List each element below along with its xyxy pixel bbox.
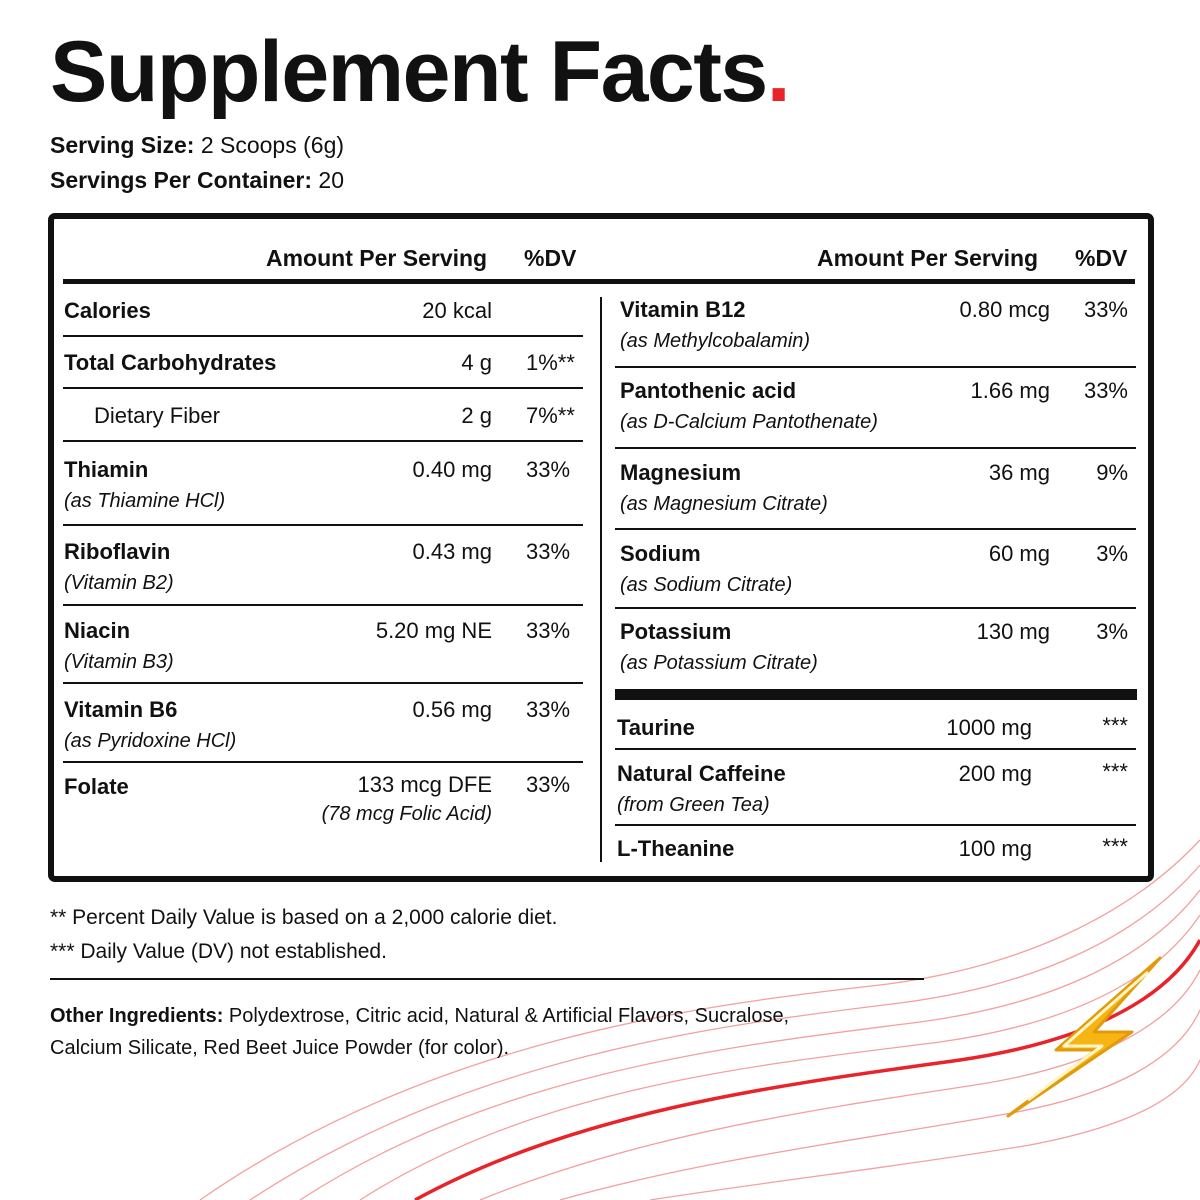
nutrient-dv: *** xyxy=(1102,834,1128,859)
nutrient-dv: 33% xyxy=(526,697,571,722)
nutrient-amount: 0.80 mcg xyxy=(959,297,1051,322)
row-divider xyxy=(615,447,1136,449)
nutrient-name: Thiamin xyxy=(64,457,149,482)
nutrient-name: Riboflavin xyxy=(64,539,171,564)
nutrient-source: (as Methylcobalamin) xyxy=(620,330,811,352)
row-divider xyxy=(615,366,1136,368)
nutrient-amount: 0.43 mg xyxy=(412,539,493,564)
row-divider xyxy=(63,440,583,442)
servings-per-container-label: Servings Per Container: xyxy=(50,167,313,193)
serving-size-label: Serving Size: xyxy=(50,132,195,158)
page-title: Supplement Facts. xyxy=(50,24,791,120)
nutrient-source: (as Pyridoxine HCl) xyxy=(64,730,237,752)
row-divider xyxy=(63,682,583,684)
nutrient-dv: 33% xyxy=(526,539,571,564)
nutrient-amount: 130 mg xyxy=(976,619,1050,644)
nutrient-name: Pantothenic acid xyxy=(620,378,797,403)
nutrient-amount: 60 mg xyxy=(988,541,1050,566)
nutrient-dv: 9% xyxy=(1096,460,1128,485)
nutrient-dv: 33% xyxy=(526,618,571,643)
right-dv-header: %DV xyxy=(1075,245,1128,271)
nutrient-source: (from Green Tea) xyxy=(617,794,770,816)
nutrient-amount: 1.66 mg xyxy=(970,378,1051,403)
header-divider xyxy=(63,279,1135,284)
nutrient-amount: 0.56 mg xyxy=(412,697,493,722)
nutrient-dv: 33% xyxy=(526,457,571,482)
nutrient-source: (as Thiamine HCl) xyxy=(64,490,226,512)
row-divider xyxy=(63,335,583,337)
nutrient-dv: *** xyxy=(1102,713,1128,738)
nutrient-amount-detail: (78 mcg Folic Acid) xyxy=(321,803,492,825)
servings-per-container-value: 20 xyxy=(318,167,345,193)
nutrient-dv: 33% xyxy=(1083,378,1128,403)
nutrient-name: Vitamin B6 xyxy=(64,697,178,722)
nutrient-name: Magnesium xyxy=(620,460,742,485)
nutrient-dv: 1%** xyxy=(526,350,575,375)
nutrient-dv: 3% xyxy=(1096,541,1128,566)
nutrient-source: (as Sodium Citrate) xyxy=(620,574,793,596)
nutrient-amount: 4 g xyxy=(461,350,492,375)
nutrient-amount: 1000 mg xyxy=(946,715,1032,740)
row-divider xyxy=(615,824,1136,826)
serving-size: Serving Size: 2 Scoops (6g) xyxy=(50,130,344,160)
row-divider xyxy=(63,524,583,526)
nutrient-name: Sodium xyxy=(620,541,701,566)
nutrient-amount: 0.40 mg xyxy=(412,457,493,482)
title-accent-dot: . xyxy=(766,24,791,120)
nutrient-source: (as Potassium Citrate) xyxy=(620,652,818,674)
nutrient-dv: 7%** xyxy=(526,403,575,428)
row-divider xyxy=(615,748,1136,750)
left-amount-header: Amount Per Serving xyxy=(266,245,488,271)
nutrient-name: Calories xyxy=(64,298,151,323)
nutrient-dv: 33% xyxy=(526,772,571,797)
nutrient-name: Folate xyxy=(64,774,129,799)
other-ingredients-text: Polydextrose, Citric acid, Natural & Art… xyxy=(50,1005,790,1059)
row-divider xyxy=(615,528,1136,530)
nutrient-amount: 200 mg xyxy=(958,761,1032,786)
row-divider xyxy=(63,761,583,763)
nutrient-name: Total Carbohydrates xyxy=(64,350,277,375)
row-divider xyxy=(63,604,583,606)
nutrient-name: Potassium xyxy=(620,619,732,644)
left-dv-header: %DV xyxy=(524,245,577,271)
nutrient-amount: 36 mg xyxy=(988,460,1050,485)
lightning-bolt-icon xyxy=(1006,956,1162,1118)
nutrient-source: (Vitamin B2) xyxy=(64,572,174,594)
servings-per-container: Servings Per Container: 20 xyxy=(50,165,344,195)
column-divider xyxy=(600,297,602,862)
nutrient-source: (as D-Calcium Pantothenate) xyxy=(620,411,878,433)
right-amount-header: Amount Per Serving xyxy=(817,245,1039,271)
nutrient-amount: 100 mg xyxy=(958,836,1032,861)
nutrient-dv: 33% xyxy=(1083,297,1128,322)
nutrient-name: Taurine xyxy=(617,715,695,740)
nutrient-dv: 3% xyxy=(1096,619,1128,644)
nutrient-name: Niacin xyxy=(64,618,131,643)
section-divider-bar xyxy=(615,689,1137,700)
nutrient-source: (Vitamin B3) xyxy=(64,651,174,673)
nutrient-amount: 5.20 mg NE xyxy=(375,618,492,643)
nutrient-name: Natural Caffeine xyxy=(617,761,786,786)
row-divider xyxy=(63,387,583,389)
nutrient-name: L-Theanine xyxy=(617,836,735,861)
nutrient-source: (as Magnesium Citrate) xyxy=(620,493,828,515)
supplement-facts-panel: Amount Per Serving %DV Amount Per Servin… xyxy=(48,213,1154,882)
nutrient-amount: 133 mcg DFE xyxy=(357,772,493,797)
nutrient-amount: 2 g xyxy=(461,403,492,428)
footnote-daily-value: ** Percent Daily Value is based on a 2,0… xyxy=(50,906,558,929)
row-divider xyxy=(615,607,1136,609)
nutrient-amount: 20 kcal xyxy=(422,298,492,323)
footnote-separator xyxy=(50,978,924,980)
nutrient-name: Dietary Fiber xyxy=(94,403,220,428)
other-ingredients: Other Ingredients: Polydextrose, Citric … xyxy=(50,1000,810,1064)
footnote-not-established: *** Daily Value (DV) not established. xyxy=(50,940,387,963)
serving-size-value: 2 Scoops (6g) xyxy=(200,132,345,158)
other-ingredients-label: Other Ingredients: xyxy=(50,1005,224,1027)
nutrient-dv: *** xyxy=(1102,759,1128,784)
nutrient-name: Vitamin B12 xyxy=(620,297,746,322)
